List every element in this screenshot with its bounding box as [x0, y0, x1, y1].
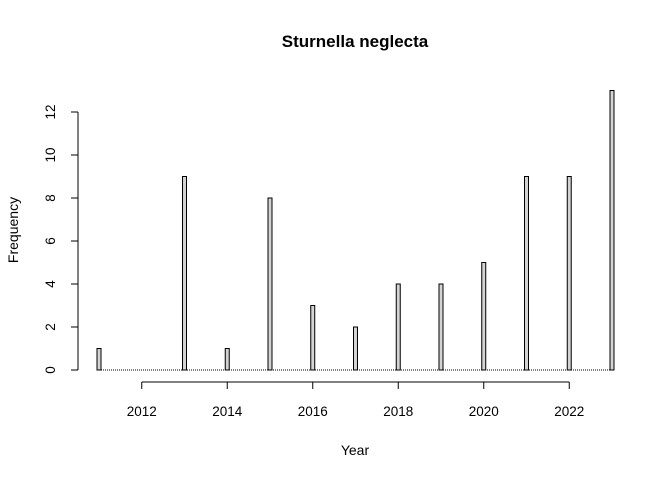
- bar-2017: [353, 326, 358, 371]
- y-tick-label-10: 10: [43, 147, 58, 162]
- x-tick-label-2016: 2016: [298, 404, 328, 419]
- bar-2018: [395, 283, 401, 371]
- bar-2016: [310, 305, 316, 371]
- bars-layer: [96, 90, 615, 371]
- bar-2014: [224, 348, 230, 371]
- bar-2013: [182, 176, 187, 371]
- bar-2020: [481, 262, 487, 371]
- bar-2019: [438, 283, 444, 371]
- x-tick-label-2020: 2020: [469, 404, 499, 419]
- chart-title: Sturnella neglecta: [282, 32, 429, 51]
- x-axis-label: Year: [341, 442, 370, 458]
- y-tick-label-2: 2: [43, 323, 58, 331]
- bar-2023: [609, 90, 615, 371]
- y-tick-label-8: 8: [43, 194, 58, 202]
- bar-2021: [524, 176, 529, 371]
- x-tick-label-2018: 2018: [383, 404, 413, 419]
- x-tick-label-2022: 2022: [554, 404, 584, 419]
- x-axis: 2012 2014 2016 2018 2020 2022: [127, 381, 584, 419]
- y-tick-label-4: 4: [43, 280, 58, 288]
- y-tick-label-0: 0: [43, 366, 58, 374]
- bar-2015: [267, 197, 273, 371]
- x-tick-label-2014: 2014: [212, 404, 243, 419]
- y-axis: 0 2 4 6 8 10 12: [43, 104, 79, 374]
- y-tick-label-6: 6: [43, 237, 58, 245]
- bar-2011: [96, 348, 102, 371]
- y-axis-label: Frequency: [5, 197, 21, 263]
- bar-2022: [566, 176, 572, 371]
- x-tick-label-2012: 2012: [127, 404, 157, 419]
- y-tick-label-12: 12: [43, 104, 58, 119]
